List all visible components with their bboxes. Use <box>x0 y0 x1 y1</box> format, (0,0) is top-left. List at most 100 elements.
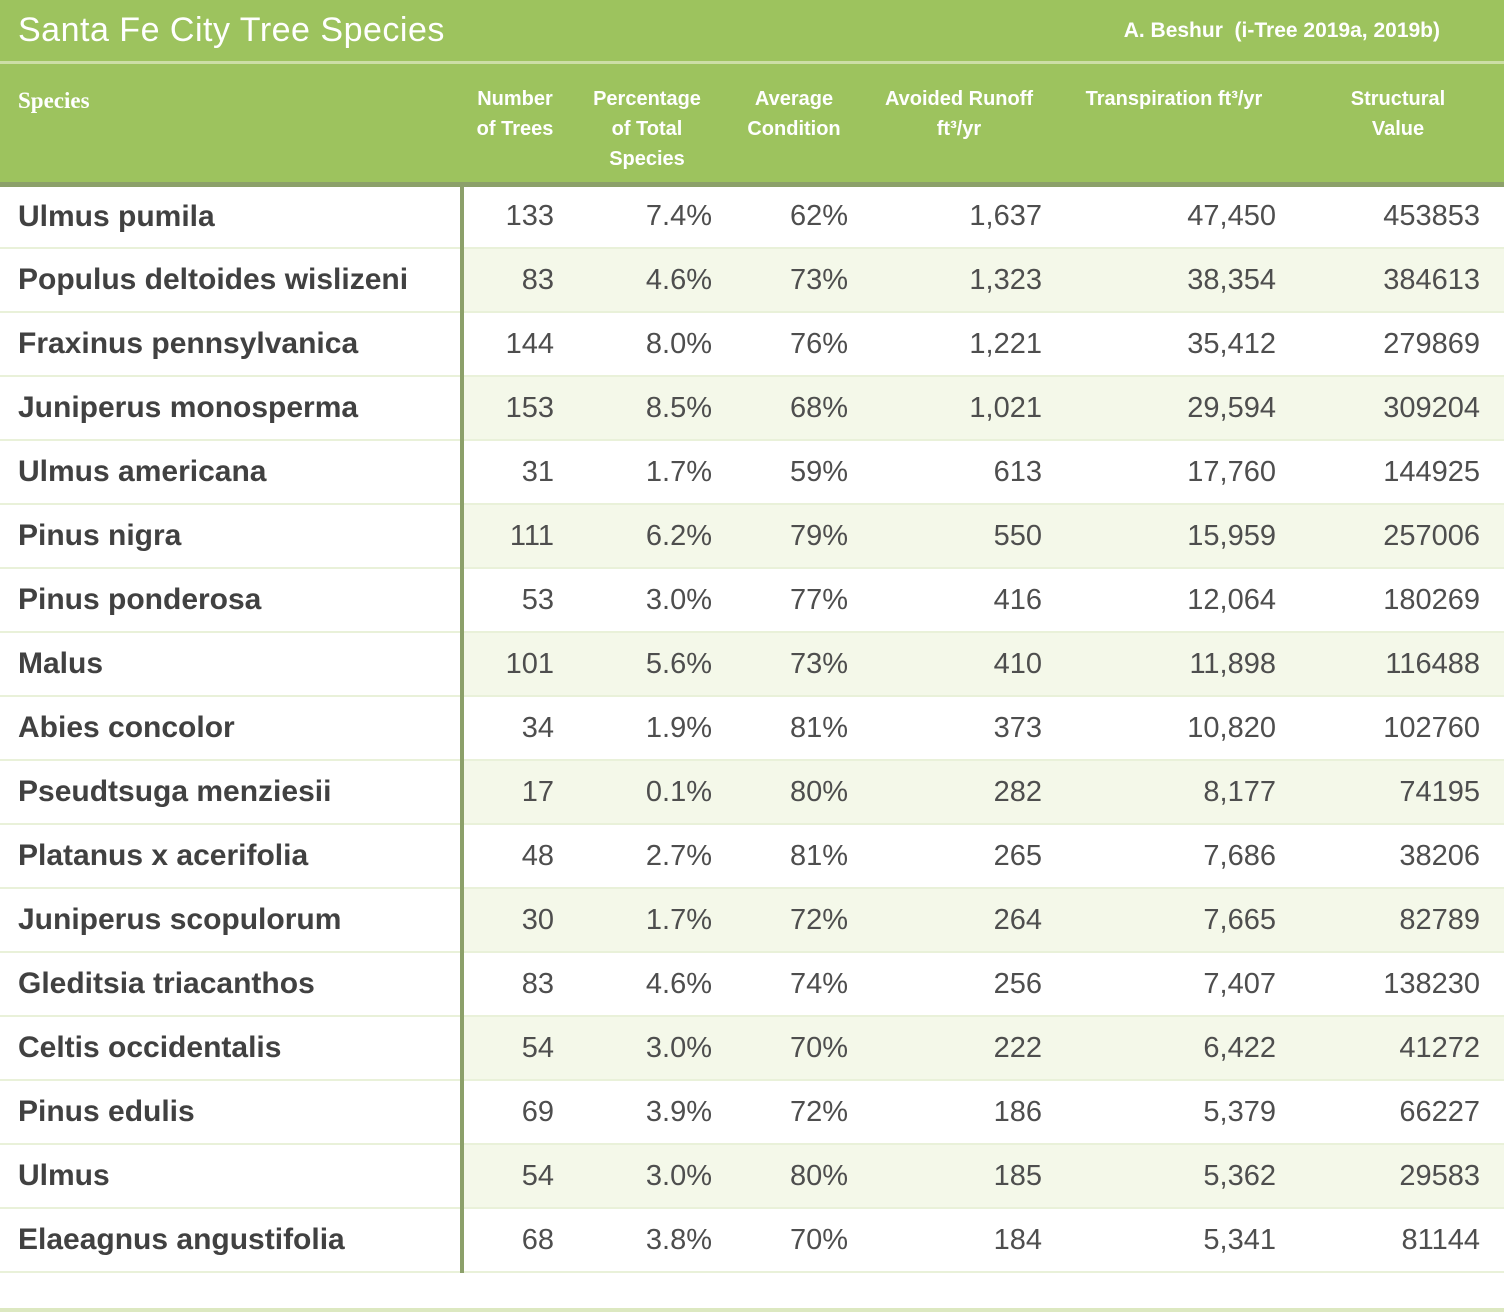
percentage-cell: 3.0% <box>568 568 726 632</box>
column-header-runoff: Avoided Runoff ft³/yr <box>862 64 1056 184</box>
structural-cell: 144925 <box>1292 440 1504 504</box>
condition-cell: 73% <box>726 248 862 312</box>
condition-cell: 80% <box>726 760 862 824</box>
number-cell: 54 <box>462 1016 568 1080</box>
structural-cell: 66227 <box>1292 1080 1504 1144</box>
runoff-cell: 185 <box>862 1144 1056 1208</box>
number-cell: 48 <box>462 824 568 888</box>
species-name-cell: Juniperus scopulorum <box>0 888 464 952</box>
species-name-cell: Populus deltoides wislizeni <box>0 248 464 312</box>
attribution-text: A. Beshur (i-Tree 2019a, 2019b) <box>1123 18 1440 42</box>
percentage-cell: 3.0% <box>568 1016 726 1080</box>
number-cell: 153 <box>462 376 568 440</box>
percentage-cell: 0.1% <box>568 760 726 824</box>
transpiration-cell: 8,177 <box>1056 760 1292 824</box>
structural-cell: 138230 <box>1292 952 1504 1016</box>
runoff-cell: 184 <box>862 1208 1056 1272</box>
percentage-cell: 4.6% <box>568 248 726 312</box>
runoff-cell: 1,323 <box>862 248 1056 312</box>
condition-cell: 59% <box>726 440 862 504</box>
table-row: Elaeagnus angustifolia 68 3.8% 70% 184 5,341 8… <box>0 1208 1504 1272</box>
number-cell: 17 <box>462 760 568 824</box>
structural-cell: 279869 <box>1292 312 1504 376</box>
table-row: Juniperus scopulorum 30 1.7% 72% 264 7,665 827… <box>0 888 1504 952</box>
condition-cell: 81% <box>726 824 862 888</box>
transpiration-cell: 7,665 <box>1056 888 1292 952</box>
runoff-cell: 416 <box>862 568 1056 632</box>
structural-cell: 116488 <box>1292 632 1504 696</box>
number-cell: 30 <box>462 888 568 952</box>
runoff-cell: 256 <box>862 952 1056 1016</box>
number-cell: 83 <box>462 248 568 312</box>
percentage-cell: 6.2% <box>568 504 726 568</box>
condition-cell: 76% <box>726 312 862 376</box>
number-cell: 83 <box>462 952 568 1016</box>
condition-cell: 70% <box>726 1208 862 1272</box>
species-name-cell: Elaeagnus angustifolia <box>0 1208 464 1272</box>
column-header-species: Species <box>0 64 462 184</box>
number-cell: 144 <box>462 312 568 376</box>
structural-cell: 41272 <box>1292 1016 1504 1080</box>
condition-cell: 73% <box>726 632 862 696</box>
number-cell: 31 <box>462 440 568 504</box>
transpiration-cell: 10,820 <box>1056 696 1292 760</box>
structural-cell: 453853 <box>1292 184 1504 248</box>
table-row: Pinus ponderosa 53 3.0% 77% 416 12,064 180269 <box>0 568 1504 632</box>
transpiration-cell: 12,064 <box>1056 568 1292 632</box>
number-cell: 111 <box>462 504 568 568</box>
condition-cell: 70% <box>726 1016 862 1080</box>
structural-cell: 102760 <box>1292 696 1504 760</box>
transpiration-cell: 11,898 <box>1056 632 1292 696</box>
species-name-cell: Pinus ponderosa <box>0 568 464 632</box>
species-name-cell: Pinus edulis <box>0 1080 464 1144</box>
structural-cell: 38206 <box>1292 824 1504 888</box>
condition-cell: 81% <box>726 696 862 760</box>
column-header-structural: Structural Value <box>1292 64 1504 184</box>
species-name-cell: Pinus nigra <box>0 504 464 568</box>
structural-cell: 81144 <box>1292 1208 1504 1272</box>
table-row: Pseudtsuga menziesii 17 0.1% 80% 282 8,177 741… <box>0 760 1504 824</box>
runoff-cell: 613 <box>862 440 1056 504</box>
table-row: Juniperus monosperma 153 8.5% 68% 1,021 29,59… <box>0 376 1504 440</box>
structural-cell: 29583 <box>1292 1144 1504 1208</box>
structural-cell: 384613 <box>1292 248 1504 312</box>
number-cell: 54 <box>462 1144 568 1208</box>
table-row: Gleditsia triacanthos 83 4.6% 74% 256 7,407 13… <box>0 952 1504 1016</box>
species-name-cell: Ulmus pumila <box>0 184 464 248</box>
transpiration-cell: 5,341 <box>1056 1208 1292 1272</box>
table-row: Ulmus americana 31 1.7% 59% 613 17,760 144925 <box>0 440 1504 504</box>
table-row: Abies concolor 34 1.9% 81% 373 10,820 102760 <box>0 696 1504 760</box>
transpiration-cell: 35,412 <box>1056 312 1292 376</box>
percentage-cell: 1.7% <box>568 888 726 952</box>
runoff-cell: 1,021 <box>862 376 1056 440</box>
percentage-cell: 3.0% <box>568 1144 726 1208</box>
species-name-cell: Juniperus monosperma <box>0 376 464 440</box>
condition-cell: 68% <box>726 376 862 440</box>
percentage-cell: 3.9% <box>568 1080 726 1144</box>
table-row: Fraxinus pennsylvanica 144 8.0% 76% 1,221 35,… <box>0 312 1504 376</box>
header-row: Species Number of Trees Percentage of Tota… <box>0 64 1504 184</box>
species-name-cell: Abies concolor <box>0 696 464 760</box>
transpiration-cell: 29,594 <box>1056 376 1292 440</box>
condition-cell: 72% <box>726 888 862 952</box>
species-name-cell: Fraxinus pennsylvanica <box>0 312 464 376</box>
percentage-cell: 2.7% <box>568 824 726 888</box>
runoff-cell: 1,221 <box>862 312 1056 376</box>
number-cell: 53 <box>462 568 568 632</box>
structural-cell: 74195 <box>1292 760 1504 824</box>
table-row: Platanus x acerifolia 48 2.7% 81% 265 7,686 38… <box>0 824 1504 888</box>
number-cell: 101 <box>462 632 568 696</box>
percentage-cell: 4.6% <box>568 952 726 1016</box>
percentage-cell: 1.9% <box>568 696 726 760</box>
transpiration-cell: 5,379 <box>1056 1080 1292 1144</box>
percentage-cell: 3.8% <box>568 1208 726 1272</box>
percentage-cell: 5.6% <box>568 632 726 696</box>
table-row: Malus 101 5.6% 73% 410 11,898 116488 <box>0 632 1504 696</box>
runoff-cell: 1,637 <box>862 184 1056 248</box>
structural-cell: 82789 <box>1292 888 1504 952</box>
transpiration-cell: 7,407 <box>1056 952 1292 1016</box>
column-header-condition: Average Condition <box>726 64 862 184</box>
table-row: Ulmus pumila 133 7.4% 62% 1,637 47,450 453853 <box>0 184 1504 248</box>
structural-cell: 257006 <box>1292 504 1504 568</box>
